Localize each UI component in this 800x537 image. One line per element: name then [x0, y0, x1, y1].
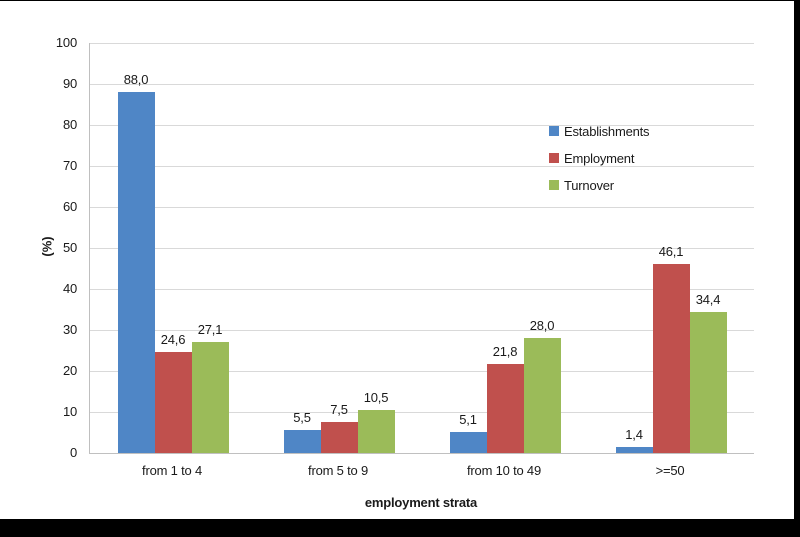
- category-label-2: from 5 to 9: [308, 463, 368, 478]
- bar-turnover-1: [192, 342, 229, 453]
- bar-turnover-2: [358, 410, 395, 453]
- data-label-turnover-2: 10,5: [363, 390, 389, 405]
- y-tick-label-0: 0: [69, 445, 77, 460]
- data-label-turnover-4: 34,4: [695, 292, 721, 307]
- legend-swatch-icon: [549, 153, 559, 163]
- bar-employment-1: [155, 352, 192, 453]
- gridline-90: [90, 84, 754, 85]
- gridline-40: [90, 289, 754, 290]
- data-label-turnover-1: 27,1: [197, 322, 223, 337]
- chart-canvas: (%) 88,0 24,6 27,1 5,5 7,5 10,5 5,1 21,8 28,0 1,4…: [0, 1, 794, 519]
- bar-establishments-1: [118, 92, 155, 453]
- bar-employment-4: [653, 264, 690, 453]
- legend: Establishments Employment Turnover: [549, 123, 650, 205]
- y-tick-label-40: 40: [62, 281, 77, 296]
- bar-employment-2: [321, 422, 358, 453]
- gridline-80: [90, 125, 754, 126]
- bar-establishments-2: [284, 430, 321, 453]
- legend-swatch-icon: [549, 180, 559, 190]
- gridline-10: [90, 412, 754, 413]
- data-label-employment-1: 24,6: [160, 332, 186, 347]
- data-label-establishments-2: 5,5: [293, 410, 311, 425]
- data-label-employment-3: 21,8: [492, 344, 518, 359]
- legend-item-employment: Employment: [549, 150, 649, 166]
- category-label-1: from 1 to 4: [142, 463, 202, 478]
- legend-label: Employment: [564, 150, 635, 166]
- bar-turnover-4: [690, 312, 727, 453]
- y-tick-label-10: 10: [62, 404, 77, 419]
- data-label-establishments-3: 5,1: [459, 412, 477, 427]
- data-label-employment-4: 46,1: [658, 244, 684, 259]
- bar-employment-3: [487, 364, 524, 453]
- y-tick-label-90: 90: [62, 76, 77, 91]
- legend-label: Establishments: [564, 123, 650, 139]
- legend-swatch-icon: [549, 126, 559, 136]
- data-label-employment-2: 7,5: [330, 402, 348, 417]
- legend-item-establishments: Establishments: [549, 123, 650, 139]
- gridline-50: [90, 248, 754, 249]
- bar-turnover-3: [524, 338, 561, 453]
- plot-area: 88,0 24,6 27,1 5,5 7,5 10,5 5,1 21,8 28,0 1,4 46,1…: [89, 43, 754, 454]
- gridline-30: [90, 330, 754, 331]
- gridline-100: [90, 43, 754, 44]
- bar-establishments-3: [450, 432, 487, 453]
- legend-label: Turnover: [564, 177, 614, 193]
- data-label-establishments-4: 1,4: [625, 427, 643, 442]
- data-label-establishments-1: 88,0: [123, 72, 149, 87]
- y-tick-label-70: 70: [62, 158, 77, 173]
- legend-item-turnover: Turnover: [549, 177, 649, 193]
- category-label-3: from 10 to 49: [467, 463, 541, 478]
- x-axis-title: employment strata: [364, 495, 478, 510]
- y-tick-label-20: 20: [62, 363, 77, 378]
- data-label-turnover-3: 28,0: [529, 318, 555, 333]
- y-tick-label-30: 30: [62, 322, 77, 337]
- bar-establishments-4: [616, 447, 653, 453]
- y-tick-label-80: 80: [62, 117, 77, 132]
- y-tick-label-100: 100: [55, 35, 77, 50]
- gridline-20: [90, 371, 754, 372]
- gridline-60: [90, 207, 754, 208]
- gridline-70: [90, 166, 754, 167]
- y-tick-label-50: 50: [62, 240, 77, 255]
- category-label-4: >=50: [655, 463, 685, 478]
- y-tick-label-60: 60: [62, 199, 77, 214]
